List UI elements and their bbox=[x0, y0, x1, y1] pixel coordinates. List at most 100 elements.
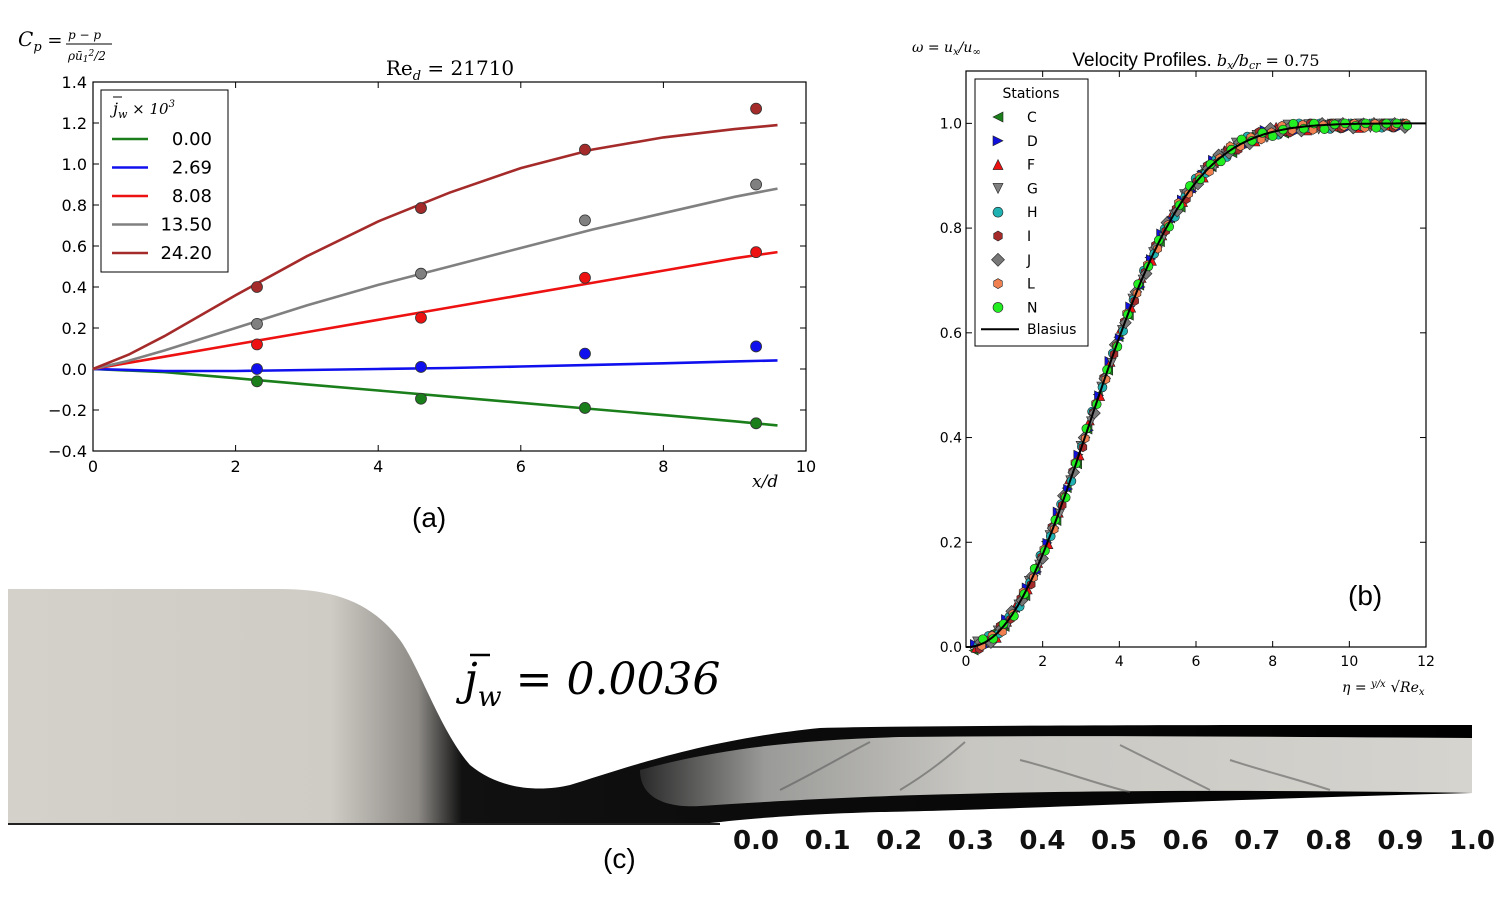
chart-b-title: Velocity Profiles. bx/bcr = 0.75 bbox=[1072, 50, 1319, 72]
chart-a-series-line bbox=[92, 367, 778, 427]
chart-b-legend-marker bbox=[993, 278, 1003, 289]
chart-a-xtick-label: 6 bbox=[516, 457, 526, 476]
chart-b-legend-marker bbox=[992, 302, 1004, 313]
chart-a-ylabel-denominator: ρū12/2 bbox=[67, 49, 106, 65]
flow-scale-label: 0.2 bbox=[876, 826, 922, 856]
chart-b-xlabel: η = y/x √Rex bbox=[1342, 678, 1425, 698]
chart-a-xtick-label: 0 bbox=[88, 457, 98, 476]
chart-a-ytick-label: 0.0 bbox=[62, 360, 87, 379]
chart-a-data-point bbox=[251, 338, 263, 351]
flow-scale-label: 0.1 bbox=[805, 826, 851, 856]
chart-a-data-point bbox=[750, 417, 762, 430]
chart-a-data-point bbox=[579, 402, 591, 414]
chart-a-legend-label: 13.50 bbox=[160, 215, 212, 236]
chart-b-legend-label: G bbox=[1027, 181, 1038, 197]
chart-b-legend-label: C bbox=[1027, 110, 1037, 126]
chart-b-xtick-label: 8 bbox=[1268, 654, 1277, 670]
chart-b-ytick-label: 1.0 bbox=[940, 116, 962, 132]
chart-a-frame bbox=[92, 81, 807, 452]
flow-scale-label: 0.5 bbox=[1091, 826, 1137, 856]
chart-b-legend-label: L bbox=[1027, 277, 1035, 293]
flow-scale-label: 0.4 bbox=[1019, 826, 1065, 856]
chart-b-xtick-label: 0 bbox=[962, 654, 971, 670]
chart-a-data-point bbox=[251, 281, 263, 293]
chart-b-xtick-label: 4 bbox=[1115, 654, 1124, 670]
chart-a-legend-title: jw × 103 bbox=[110, 99, 175, 121]
chart-a-ytick-label: 1.0 bbox=[62, 155, 87, 174]
chart-a-series-line bbox=[92, 187, 778, 371]
chart-b-legend-label: N bbox=[1027, 300, 1037, 316]
chart-b-xtick-label: 6 bbox=[1192, 654, 1201, 670]
chart-b-data-point bbox=[1195, 174, 1206, 185]
chart-b-xtick-label: 12 bbox=[1417, 654, 1435, 670]
chart-b-legend-marker bbox=[992, 111, 1004, 123]
chart-a-legend-label: 8.08 bbox=[172, 186, 212, 207]
chart-a-ytick-label: 0.6 bbox=[62, 237, 87, 256]
chart-b-legend-marker bbox=[991, 252, 1005, 267]
flow-scale-label: 0.6 bbox=[1163, 826, 1209, 856]
chart-a-data-point bbox=[415, 267, 427, 280]
chart-a-xlabel: x/d bbox=[752, 472, 778, 492]
chart-a-ytick-label: −0.2 bbox=[48, 401, 87, 420]
chart-b-legend-marker bbox=[992, 206, 1004, 218]
chart-b-legend-marker bbox=[992, 183, 1004, 195]
chart-a-series-line bbox=[92, 250, 778, 371]
chart-a-data-point bbox=[750, 246, 762, 259]
flow-jw-label: jw = 0.0036 bbox=[455, 654, 720, 713]
chart-a-data-point bbox=[579, 347, 591, 360]
chart-a-legend-label: 24.20 bbox=[160, 243, 212, 264]
chart-a-data-point bbox=[251, 375, 263, 388]
chart-a-ylabel: Cp = bbox=[18, 27, 62, 55]
chart-a-data-point bbox=[579, 143, 591, 156]
chart-a-data-point bbox=[579, 271, 591, 284]
chart-a-ytick-label: 0.4 bbox=[62, 278, 87, 297]
chart-a-legend: jw × 103 0.00 2.69 8.08 13.50 24.20 bbox=[100, 89, 229, 273]
chart-b-data-point bbox=[1371, 122, 1381, 133]
chart-a-data-point bbox=[251, 363, 263, 375]
chart-a-legend-label: 0.00 bbox=[172, 129, 212, 150]
flow-scale-label: 0.8 bbox=[1306, 826, 1352, 856]
flow-scale-label: 0.3 bbox=[948, 826, 994, 856]
chart-a-ytick-label: 1.2 bbox=[62, 114, 87, 133]
chart-a-series-line bbox=[92, 359, 778, 373]
chart-a-data-point bbox=[251, 317, 263, 330]
chart-b-legend-blasius-label: Blasius bbox=[1027, 322, 1076, 338]
shock-streaks bbox=[779, 741, 1331, 793]
chart-b-legend-label: J bbox=[1026, 253, 1031, 269]
chart-a-ytick-label: 0.2 bbox=[62, 319, 87, 338]
chart-b-data-point bbox=[1402, 120, 1413, 131]
flow-scale: 0.0 0.1 0.2 0.3 0.4 0.5 0.6 0.7 0.8 0.9 1.0 bbox=[733, 826, 1495, 856]
chart-b-legend-title: Stations bbox=[1002, 86, 1059, 102]
flow-scale-label: 0.7 bbox=[1234, 826, 1280, 856]
chart-b-legend-label: I bbox=[1027, 229, 1031, 245]
chart-b-legend-label: H bbox=[1027, 205, 1038, 221]
chart-b-data-point bbox=[988, 633, 999, 644]
chart-b-legend-label: F bbox=[1027, 158, 1035, 174]
flow-scale-label: 0.0 bbox=[733, 826, 779, 856]
chart-a-xtick-label: 10 bbox=[796, 457, 816, 476]
chart-a-series-line bbox=[92, 123, 778, 371]
chart-a-xtick-label: 2 bbox=[231, 457, 241, 476]
chart-b-ytick-label: 0.0 bbox=[940, 640, 962, 656]
chart-a-data-point bbox=[415, 392, 427, 405]
chart-b-ytick-label: 0.2 bbox=[940, 535, 962, 551]
chart-b-xtick-label: 10 bbox=[1340, 654, 1358, 670]
panel-b-label: (b) bbox=[1348, 580, 1382, 611]
chart-a-data-point bbox=[750, 178, 762, 191]
chart-b: ω = ux/u∞ Velocity Profiles. bx/bcr = 0.… bbox=[912, 40, 1435, 698]
chart-a-data-point bbox=[415, 311, 427, 324]
chart-b-legend-marker bbox=[992, 135, 1004, 147]
flow-scale-label: 1.0 bbox=[1449, 826, 1495, 856]
chart-b-legend-label: D bbox=[1027, 134, 1038, 150]
chart-a-data-point bbox=[750, 102, 762, 115]
chart-a-data-point bbox=[579, 214, 591, 227]
chart-a-title: Red = 21710 bbox=[386, 56, 514, 84]
panel-c-label: (c) bbox=[603, 843, 636, 874]
chart-a-ytick-label: 1.4 bbox=[62, 73, 87, 92]
chart-b-data-point bbox=[1205, 159, 1216, 169]
chart-a-data-point bbox=[415, 361, 427, 373]
flow-image: jw = 0.0036 0.0 0.1 0.2 0.3 0.4 0.5 0.6 0.7 0.8 0… bbox=[8, 589, 1495, 874]
chart-a: Cp = p − p ρū12/2 Red = 21710 0 2 4 6 8 10 −0.… bbox=[18, 27, 816, 533]
